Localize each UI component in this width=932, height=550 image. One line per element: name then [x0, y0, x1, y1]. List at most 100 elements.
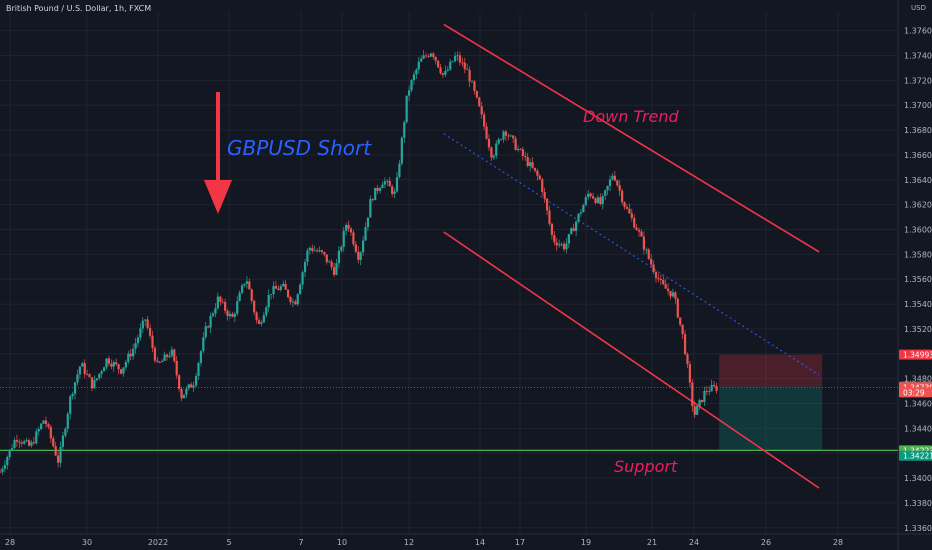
candle-body [211, 313, 215, 316]
candle-body [66, 413, 69, 429]
down-trend-label: Down Trend [583, 107, 680, 126]
price-label-stop-loss: 1.34993 [903, 351, 932, 360]
candle-body [412, 74, 416, 81]
candle-body [332, 267, 336, 275]
support-label: Support [614, 457, 678, 476]
price-label-badge [899, 349, 932, 360]
candle-body [420, 58, 423, 62]
candle-body [604, 190, 607, 197]
candle-body [170, 349, 173, 356]
candle-body [313, 250, 316, 252]
candle-body [671, 292, 675, 297]
candle-body [187, 384, 190, 389]
candle-body [378, 188, 382, 191]
candle-body [357, 251, 360, 260]
candle-body [284, 283, 287, 290]
candle-body [18, 441, 21, 443]
candle-body [105, 358, 108, 368]
candle-body [134, 343, 137, 349]
candle-body [199, 351, 203, 363]
candle-body [374, 187, 377, 201]
candle-body [541, 179, 544, 192]
candle-body [224, 301, 227, 311]
take-profit-zone [719, 386, 823, 451]
candle-body [611, 175, 614, 180]
channel-mid-line [443, 133, 820, 376]
candle-body [165, 354, 169, 357]
candle-body [572, 228, 575, 232]
candle-body [674, 292, 677, 299]
candle-body [478, 97, 481, 107]
candle-body [516, 148, 520, 150]
candle-body [267, 294, 270, 308]
x-tick-label: 28 [5, 538, 15, 547]
candle-body [214, 308, 217, 314]
candle-body [144, 319, 147, 321]
candle-body [553, 234, 556, 243]
candle-body [69, 396, 72, 414]
candle-body [207, 326, 210, 328]
candle-body [531, 162, 534, 168]
candle-body [228, 314, 232, 317]
candle-body [76, 374, 79, 383]
candle-body [40, 423, 43, 429]
symbol-title[interactable]: British Pound / U.S. Dollar, 1h, FXCM [6, 4, 152, 13]
candle-body [216, 296, 219, 309]
candle-body [519, 148, 522, 150]
candle-body [93, 380, 96, 389]
candle-body [383, 181, 386, 185]
candle-body [148, 327, 152, 336]
candle-body [514, 138, 517, 150]
candle-body [243, 283, 246, 286]
candle-body [640, 231, 643, 237]
candle-body [30, 442, 33, 446]
candle-body [136, 337, 140, 344]
candle-body [78, 366, 81, 375]
candle-body [391, 186, 394, 194]
candle-body [257, 320, 261, 324]
candle-body [86, 374, 89, 375]
y-tick-label: 1.35400 [904, 300, 932, 309]
candle-body [354, 244, 357, 252]
candle-body [175, 360, 178, 376]
candle-body [550, 223, 554, 235]
candle-body [291, 301, 295, 303]
usd-currency-badge-icon[interactable]: USD [911, 4, 926, 12]
candle-body [432, 53, 435, 57]
candle-body [388, 180, 391, 187]
candle-body [637, 230, 641, 232]
candle-body [20, 442, 23, 444]
candle-body [325, 254, 328, 263]
y-tick-label: 1.34400 [904, 424, 932, 433]
candle-body [1, 468, 4, 472]
price-label-target: 1.34221 [903, 452, 932, 461]
candle-body [708, 390, 711, 392]
candle-body [289, 297, 292, 303]
x-tick-label: 5 [226, 538, 231, 547]
candle-body [139, 328, 142, 338]
candle-body [163, 354, 166, 361]
candle-body [650, 258, 653, 265]
candle-body [645, 249, 648, 251]
candle-body [151, 335, 154, 348]
candle-body [410, 80, 413, 91]
x-tick-label: 7 [298, 538, 303, 547]
candle-body [599, 197, 602, 205]
candle-body [335, 263, 338, 275]
price-label-countdown: 03:29 [903, 388, 925, 397]
candle-body [570, 228, 573, 235]
candle-body [240, 285, 244, 293]
candle-body [49, 426, 52, 439]
price-label-badge [899, 450, 932, 461]
candle-body [42, 420, 45, 424]
candle-body [6, 456, 9, 466]
candle-body [316, 250, 319, 252]
candle-body [270, 294, 273, 296]
candle-body [141, 320, 144, 329]
candle-body [458, 55, 462, 63]
candle-body [555, 242, 558, 246]
candle-body [705, 390, 708, 392]
candle-body [466, 69, 469, 70]
candle-body [262, 315, 265, 323]
